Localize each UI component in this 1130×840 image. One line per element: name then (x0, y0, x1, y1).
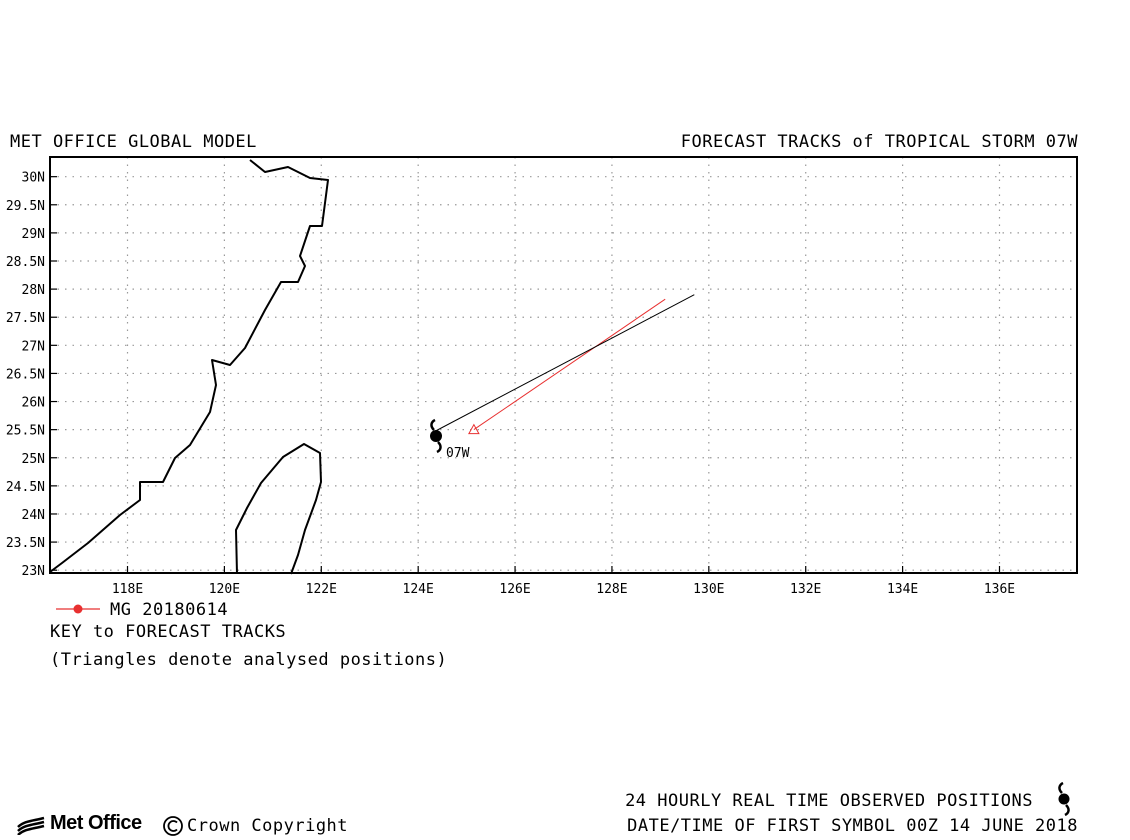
lat-tick-label: 23.5N (6, 536, 45, 551)
forecast-track-line (473, 298, 666, 431)
lat-tick-label: 26.5N (6, 367, 45, 382)
lat-tick-label: 28N (22, 283, 45, 298)
lon-tick-label: 130E (693, 582, 724, 597)
first-symbol-date-text: DATE/TIME OF FIRST SYMBOL 00Z 14 JUNE 20… (627, 816, 1078, 836)
lat-tick-label: 28.5N (6, 255, 45, 270)
copyright-text: Crown Copyright (187, 816, 349, 836)
map-frame (49, 156, 1078, 574)
legend-line-sample (56, 604, 100, 614)
taiwan-coastline (235, 443, 322, 575)
storm-label: 07W (446, 446, 470, 461)
lat-tick-label: 27N (22, 339, 45, 354)
observed-storm-icon (1058, 782, 1070, 816)
lon-tick-label: 132E (790, 582, 821, 597)
lat-tick-label: 25N (22, 452, 45, 467)
lon-tick-label: 120E (209, 582, 240, 597)
lon-tick-label: 134E (887, 582, 918, 597)
china-coastline (49, 159, 329, 573)
analysed-position-triangle (468, 423, 480, 435)
lat-tick-label: 24N (22, 508, 45, 523)
observed-track-line (432, 294, 695, 433)
lat-tick-label: 23N (22, 564, 45, 579)
map-grid (50, 157, 1077, 573)
lon-tick-label: 122E (306, 582, 337, 597)
lon-tick-label: 126E (499, 582, 530, 597)
met-office-swirl-icon (17, 816, 45, 835)
lon-tick-label: 118E (112, 582, 143, 597)
tropical-storm-icon (430, 418, 442, 454)
lat-tick-label: 26N (22, 396, 45, 411)
lon-tick-label: 136E (984, 582, 1015, 597)
lat-tick-label: 30N (22, 171, 45, 186)
chart-title-left: MET OFFICE GLOBAL MODEL (10, 132, 257, 152)
lat-tick-label: 24.5N (6, 480, 45, 495)
lat-tick-label: 29.5N (6, 199, 45, 214)
key-title: KEY to FORECAST TRACKS (50, 622, 287, 642)
lon-tick-label: 124E (403, 582, 434, 597)
coastline (49, 159, 329, 575)
copyright-icon (163, 816, 183, 836)
lat-tick-label: 25.5N (6, 424, 45, 439)
lat-tick-label: 29N (22, 227, 45, 242)
chart-title-right: FORECAST TRACKS of TROPICAL STORM 07W (680, 132, 1078, 152)
axis-tick-labels: 30N 29.5N 29N 28.5N 28N 27.5N 27N 26.5N 26N 25.5N… (6, 171, 1015, 597)
met-office-logo: Met Office (16, 812, 142, 835)
legend-entry-label: MG 20180614 (110, 600, 229, 620)
forecast-tracks (432, 294, 695, 435)
observed-positions-text: 24 HOURLY REAL TIME OBSERVED POSITIONS (625, 791, 1033, 811)
met-office-logo-text: Met Office (50, 812, 142, 834)
key-note: (Triangles denote analysed positions) (50, 650, 448, 670)
lat-tick-label: 27.5N (6, 311, 45, 326)
lon-tick-label: 128E (596, 582, 627, 597)
